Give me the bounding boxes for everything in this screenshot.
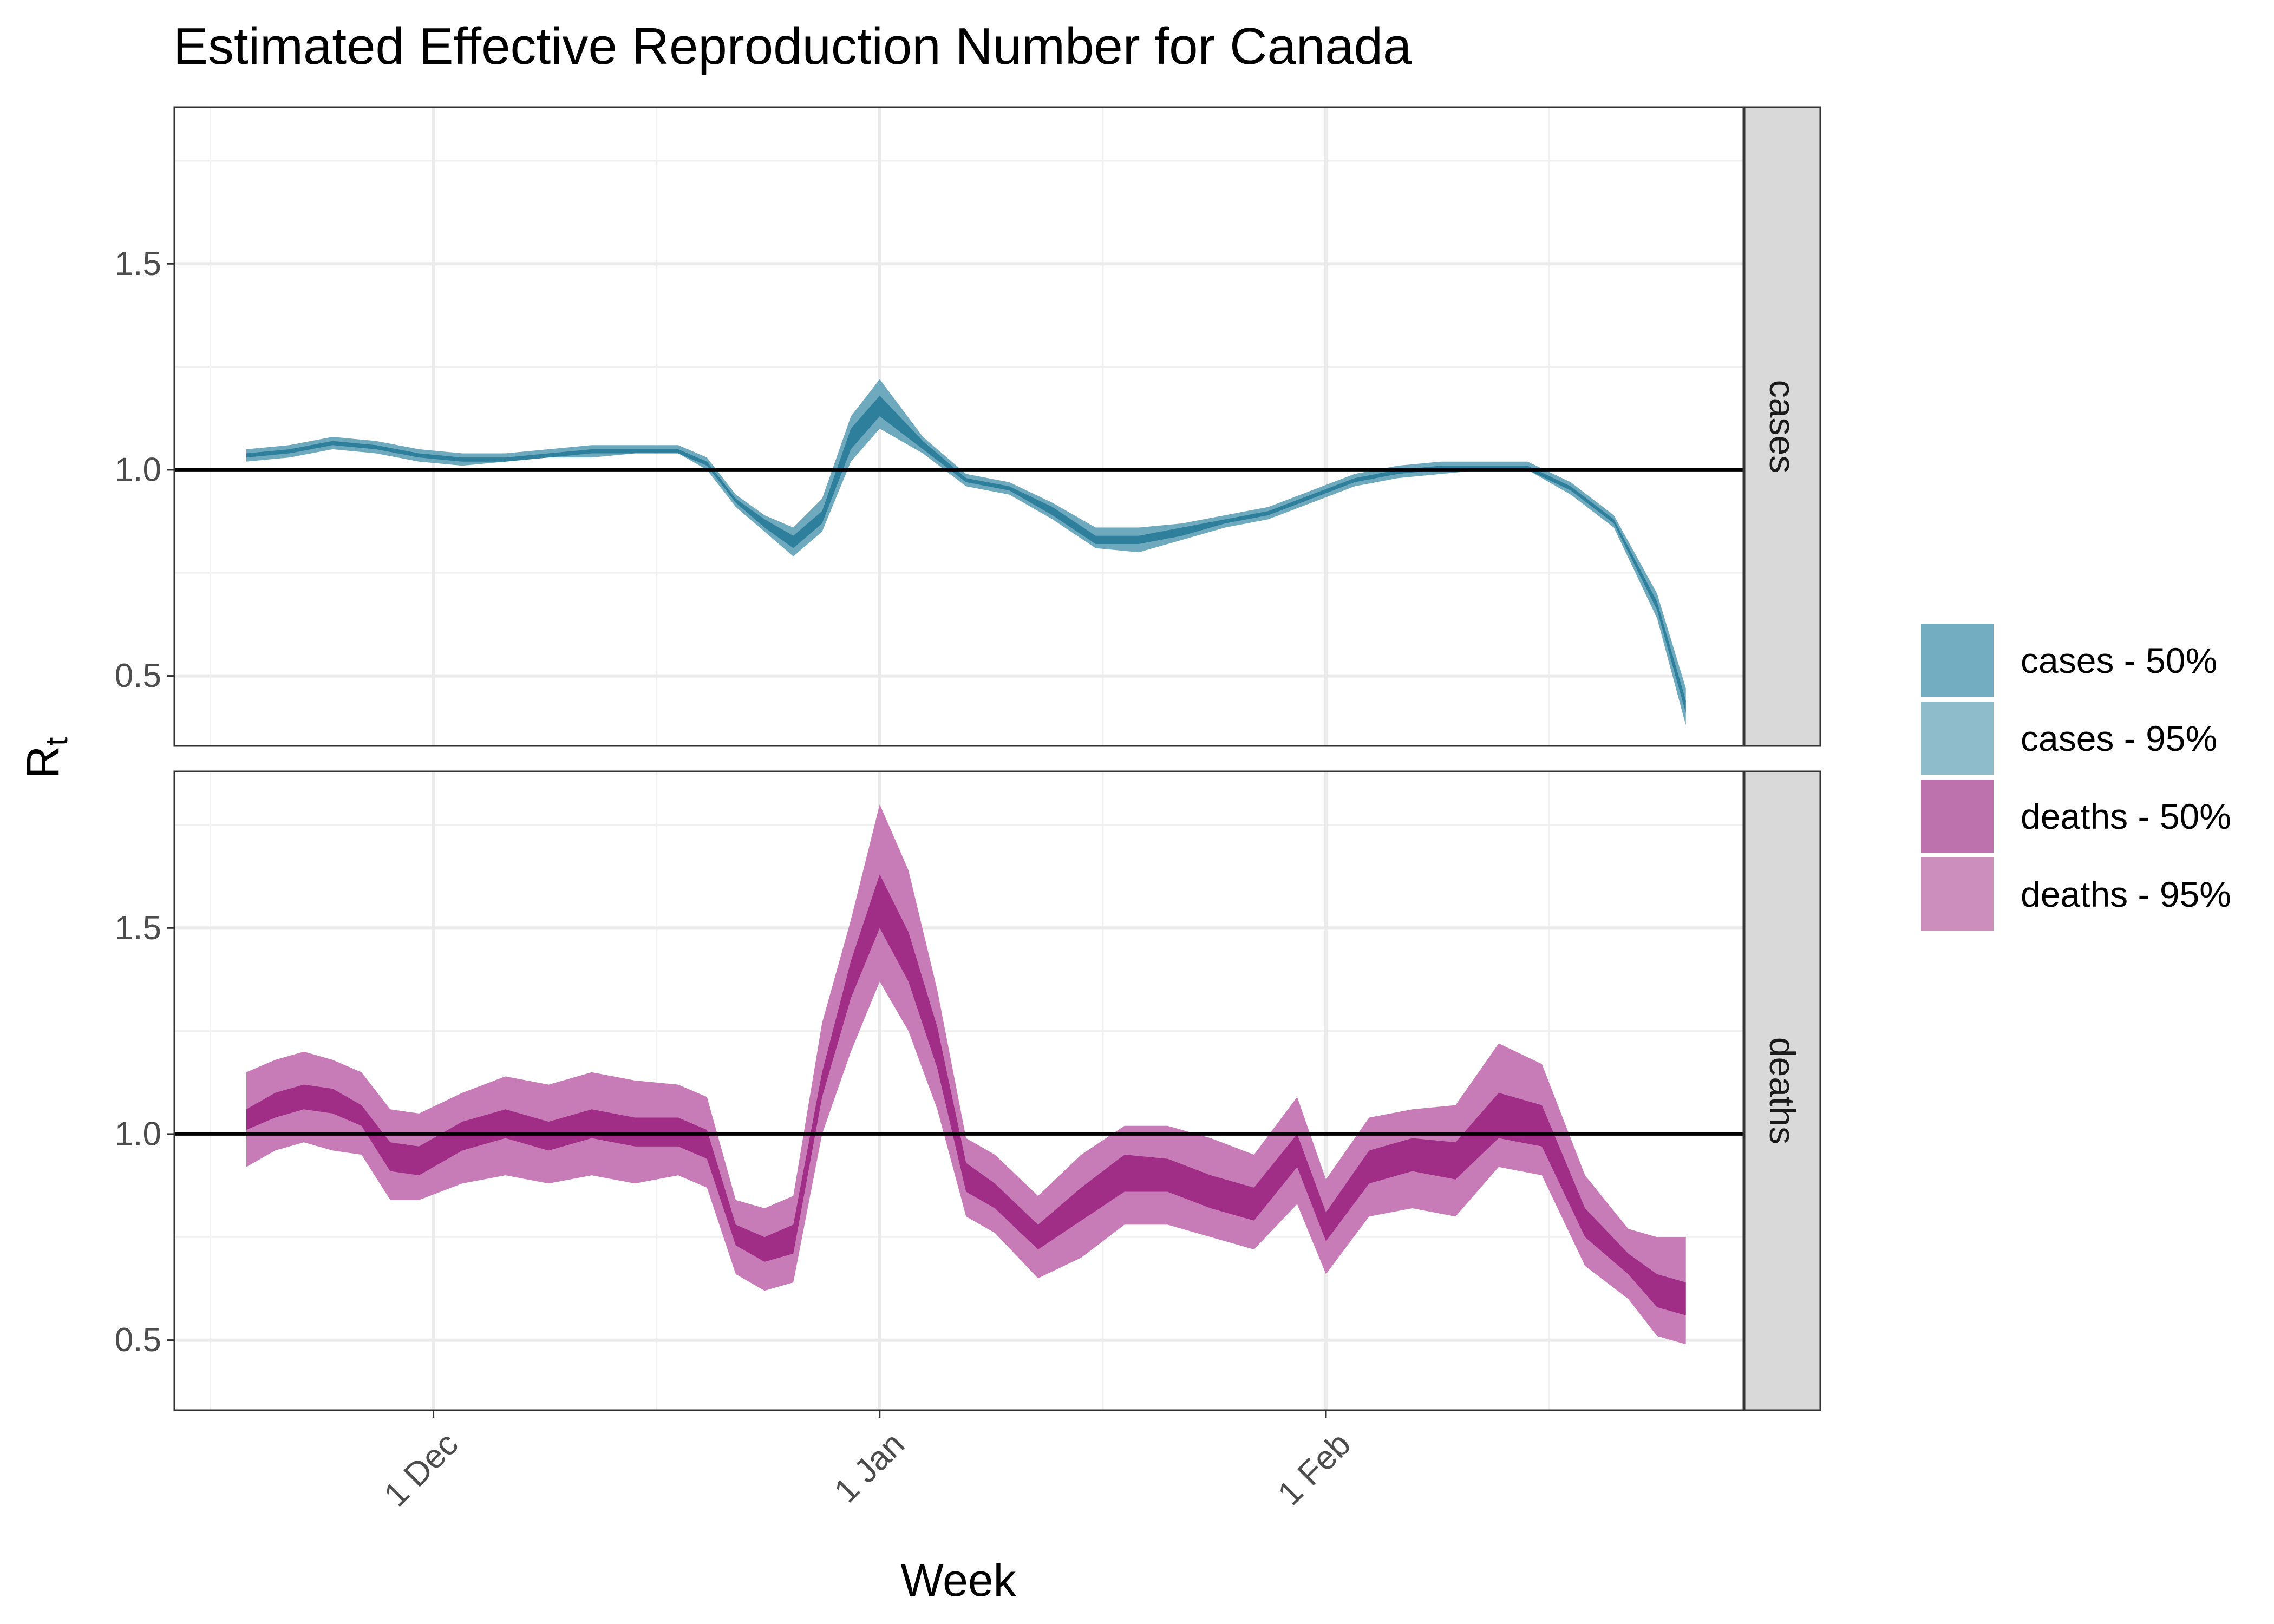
legend-key-deaths-95: [1921, 857, 1994, 931]
deaths-y-tick-label: 1.0: [115, 1115, 161, 1152]
legend: cases - 50% cases - 95% deaths - 50% deaths…: [1921, 624, 2231, 931]
y-axis-title-main: R: [17, 746, 68, 779]
cases-facet-strip: [1743, 106, 1821, 747]
legend-key-cases-95: [1921, 702, 1994, 775]
deaths-ribbon-95: [246, 804, 1686, 1345]
legend-key-cases-50: [1921, 624, 1994, 697]
deaths-strip-label: deaths: [1762, 1037, 1802, 1144]
deaths-y-tick-label: 1.5: [115, 909, 161, 947]
x-tick-label: 1 Feb: [1271, 1425, 1358, 1512]
cases-y-tick-label: 0.5: [115, 657, 161, 695]
x-tick-label: 1 Jan: [827, 1425, 912, 1510]
legend-label-cases-95: cases - 95%: [2021, 718, 2217, 758]
cases-strip-label: cases: [1762, 380, 1802, 473]
x-axis-title: Week: [900, 1555, 1016, 1606]
y-axis-title: Rt: [17, 737, 74, 779]
chart-title: Estimated Effective Reproduction Number …: [173, 17, 1412, 75]
cases-panel-background: [174, 107, 1743, 746]
legend-label-deaths-95: deaths - 95%: [2021, 874, 2231, 914]
svg-text:Rt: Rt: [17, 737, 74, 779]
panel-cases: cases 0.5 1.0 1.5: [115, 106, 1821, 747]
legend-key-deaths-50: [1921, 780, 1994, 853]
x-tick-label: 1 Dec: [377, 1425, 465, 1514]
cases-panel-border: [173, 106, 1744, 747]
deaths-facet-strip: [1743, 770, 1821, 1411]
deaths-panel-border: [173, 770, 1744, 1411]
cases-y-tick-label: 1.5: [115, 245, 161, 283]
x-axis: 1 Dec 1 Jan 1 Feb: [377, 1410, 1358, 1514]
panel-deaths: deaths 0.5 1.0 1.5: [115, 770, 1821, 1411]
legend-label-cases-50: cases - 50%: [2021, 640, 2217, 680]
y-axis-title-subscript: t: [39, 737, 74, 746]
legend-label-deaths-50: deaths - 50%: [2021, 796, 2231, 836]
cases-y-tick-label: 1.0: [115, 451, 161, 488]
deaths-y-tick-label: 0.5: [115, 1321, 161, 1359]
